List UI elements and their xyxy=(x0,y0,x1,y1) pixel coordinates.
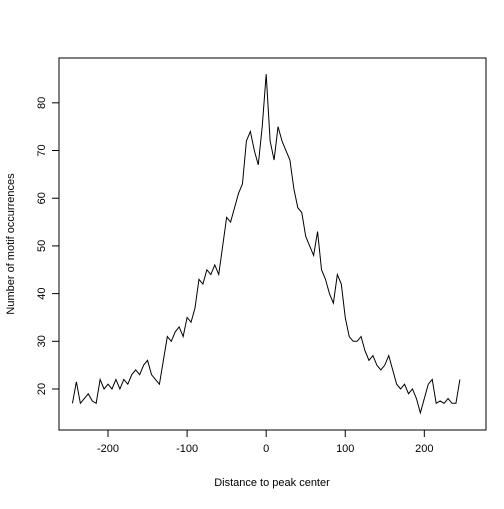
y-tick-label: 70 xyxy=(36,144,48,156)
y-tick-label: 30 xyxy=(36,335,48,347)
plot-frame xyxy=(58,57,487,431)
y-tick-label: 40 xyxy=(36,287,48,299)
x-tick-label: 0 xyxy=(263,443,269,455)
x-tick-label: 200 xyxy=(415,443,433,455)
y-axis-label: Number of motif occurrences xyxy=(5,173,17,315)
y-tick-label: 50 xyxy=(36,240,48,252)
x-axis-label: Distance to peak center xyxy=(214,477,330,489)
data-line xyxy=(71,74,461,415)
x-tick-label: -200 xyxy=(97,443,119,455)
y-tick-label: 80 xyxy=(36,97,48,109)
x-tick-label: -100 xyxy=(176,443,198,455)
y-tick-label: 20 xyxy=(36,383,48,395)
x-tick-label: 100 xyxy=(336,443,354,455)
y-tick-label: 60 xyxy=(36,192,48,204)
